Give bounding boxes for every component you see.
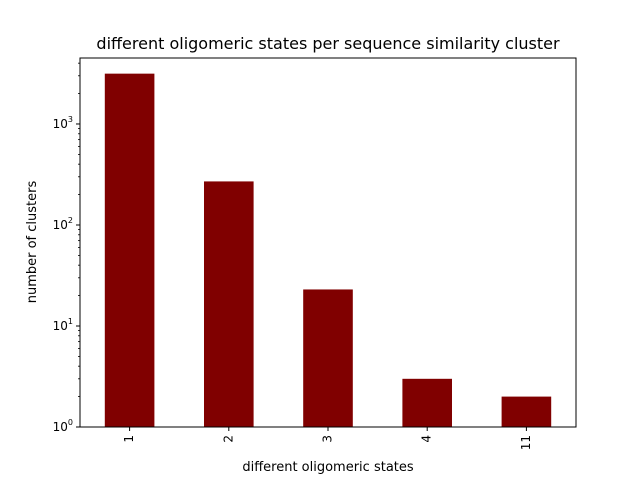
- bar-2: [204, 181, 254, 427]
- x-tick-label: 2: [221, 435, 235, 443]
- x-tick-label: 4: [420, 435, 434, 443]
- x-tick-label: 11: [519, 435, 533, 450]
- chart-title: different oligomeric states per sequence…: [96, 34, 560, 53]
- x-tick-label: 3: [321, 435, 335, 443]
- y-tick-label: 103: [53, 115, 73, 131]
- x-axis-label: different oligomeric states: [242, 460, 414, 475]
- y-tick-label: 100: [53, 418, 73, 434]
- y-axis-ticks: 100 101 102 103: [53, 62, 80, 434]
- x-tick-label: 1: [122, 435, 136, 443]
- y-tick-label: 102: [53, 216, 73, 232]
- bar-1: [104, 73, 155, 427]
- bar-11: [501, 396, 552, 427]
- y-tick-label: 101: [53, 317, 73, 333]
- plot-frame: [79, 57, 577, 428]
- bars-group: [104, 73, 552, 427]
- y-axis-label: number of clusters: [25, 181, 40, 304]
- bar-3: [303, 289, 353, 427]
- x-axis-ticks: 1 2 3 4 11: [122, 427, 533, 450]
- bar-4: [402, 378, 452, 427]
